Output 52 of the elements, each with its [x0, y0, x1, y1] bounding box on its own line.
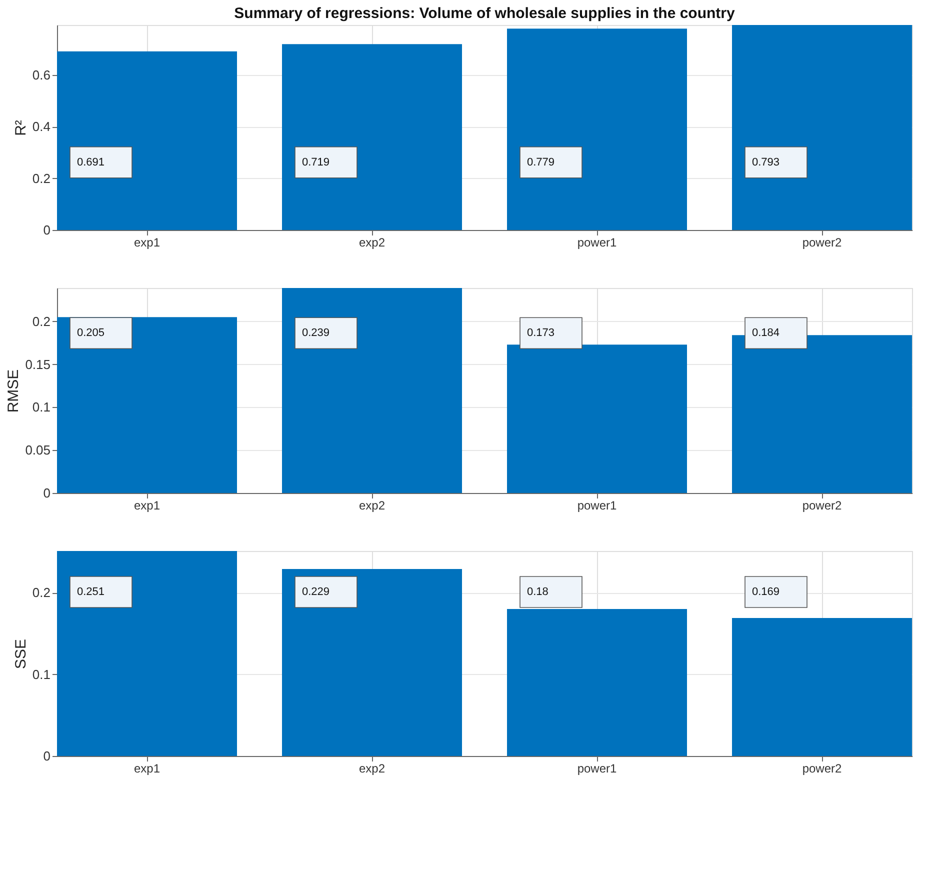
- y-tick-label: 0.2: [32, 170, 50, 186]
- bar: [282, 288, 462, 493]
- bar: [732, 335, 912, 493]
- bar: [57, 317, 237, 493]
- x-tick-label: power2: [802, 762, 842, 776]
- y-tick-label: 0: [43, 748, 50, 764]
- y-tick-label: 0.2: [32, 314, 50, 329]
- bar: [57, 51, 237, 230]
- data-label: 0.229: [302, 586, 330, 598]
- y-axis-title: RMSE: [5, 369, 22, 413]
- bar: [282, 44, 462, 230]
- data-label: 0.251: [77, 586, 105, 598]
- x-tick-label: exp1: [134, 236, 160, 250]
- x-tick-label: exp2: [358, 762, 386, 776]
- data-label: 0.169: [752, 586, 780, 598]
- bar: [507, 608, 687, 756]
- x-tick-label: power1: [577, 236, 618, 250]
- y-tick-label: 0.1: [32, 666, 50, 682]
- y-axis-title: R²: [12, 120, 30, 136]
- bar: [282, 568, 462, 756]
- data-label: 0.779: [527, 156, 555, 168]
- chart-title: Summary of regressions: Volume of wholesale supplies in the country: [234, 5, 736, 22]
- data-label: 0.239: [302, 327, 330, 340]
- y-tick-label: 0.1: [32, 400, 50, 415]
- y-tick-label: 0.15: [25, 356, 50, 372]
- y-tick-label: 0: [43, 486, 50, 500]
- bar: [507, 28, 687, 230]
- data-label: 0.793: [752, 156, 780, 168]
- y-axis-title: SSE: [12, 638, 30, 670]
- data-label: 0.18: [527, 586, 548, 598]
- x-tick-label: power1: [577, 762, 618, 776]
- data-label: 0.173: [527, 327, 555, 340]
- x-tick-label: power2: [802, 498, 842, 512]
- bar: [57, 551, 237, 756]
- x-tick-label: exp1: [134, 762, 160, 776]
- x-tick-label: exp2: [358, 236, 386, 250]
- y-tick-label: 0.2: [32, 585, 50, 600]
- x-tick-label: exp2: [358, 498, 386, 512]
- data-label: 0.184: [752, 327, 780, 340]
- x-tick-label: power2: [802, 236, 842, 250]
- y-tick-label: 0: [43, 222, 50, 238]
- data-label: 0.691: [77, 156, 105, 168]
- y-tick-label: 0.4: [32, 119, 50, 134]
- y-tick-label: 0.6: [32, 67, 50, 82]
- bar: [507, 344, 687, 493]
- bar: [732, 618, 912, 756]
- x-tick-label: power1: [577, 498, 618, 512]
- x-tick-label: exp1: [134, 498, 160, 512]
- data-label: 0.719: [302, 156, 330, 168]
- y-tick-label: 0.05: [25, 442, 50, 458]
- bar: [732, 25, 912, 230]
- data-label: 0.205: [77, 327, 105, 340]
